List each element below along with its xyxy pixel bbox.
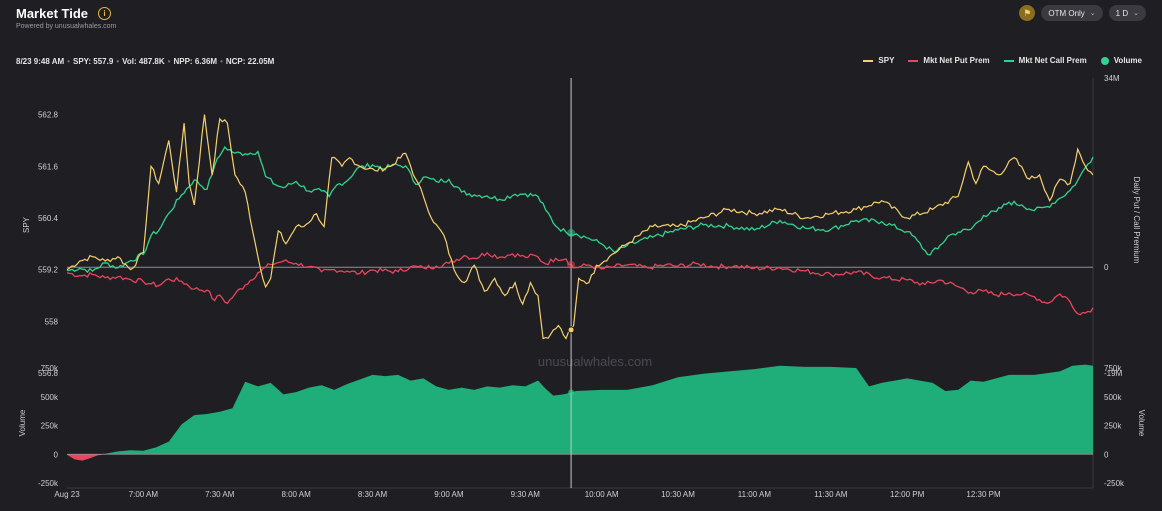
status-ncp: NCP: 22.05M xyxy=(225,57,275,66)
crosshair-volume-marker xyxy=(568,389,575,396)
spy-tick-5: 556.8 xyxy=(38,369,59,378)
x-tick-7: 10:00 AM xyxy=(585,490,619,499)
volume-tick-right-1: 500k xyxy=(1104,393,1122,402)
status-spy: SPY: 557.9 xyxy=(72,57,114,66)
volume-tick-right-2: 250k xyxy=(1104,422,1122,431)
watermark: unusualwhales.com xyxy=(538,354,652,369)
spy-tick-1: 561.6 xyxy=(38,162,59,171)
status-npp: NPP: 6.36M xyxy=(173,57,218,66)
spy-tick-4: 558 xyxy=(45,317,59,326)
x-tick-9: 11:00 AM xyxy=(738,490,772,499)
x-tick-4: 8:30 AM xyxy=(358,490,388,499)
call-prem-line xyxy=(66,145,1094,274)
status-line: 8/23 9:48 AM • SPY: 557.9 • Vol: 487.8K • NPP:… xyxy=(16,57,275,66)
chart-header: Market Tide i Powered by unusualwhales.c… xyxy=(16,6,116,30)
put-prem-line xyxy=(66,251,1094,316)
premium-tick-1: 0 xyxy=(1104,263,1109,272)
spy-axis-label: SPY xyxy=(22,216,31,233)
timeframe-dropdown[interactable]: 1 D ⌄ xyxy=(1108,5,1146,21)
crosshair-call-marker xyxy=(567,229,576,238)
premium-tick-2: -19M xyxy=(1104,369,1123,378)
bell-icon[interactable]: ⚑ xyxy=(1019,5,1036,21)
crosshair-spy-marker xyxy=(567,326,575,334)
x-tick-3: 8:00 AM xyxy=(281,490,311,499)
legend-item-volume[interactable]: Volume xyxy=(1100,56,1142,65)
volume-tick-left-1: 500k xyxy=(41,393,59,402)
info-icon[interactable]: i xyxy=(98,7,112,20)
chevron-down-icon: ⌄ xyxy=(1133,10,1139,17)
legend-item-spy[interactable]: SPY xyxy=(863,56,894,65)
crosshair-put-marker xyxy=(567,260,576,269)
spy-tick-3: 559.2 xyxy=(38,266,59,275)
x-tick-10: 11:30 AM xyxy=(814,490,848,499)
legend-item-put[interactable]: Mkt Net Put Prem xyxy=(908,56,990,65)
volume-area xyxy=(67,364,1093,455)
volume-axis-label-right: Volume xyxy=(1137,410,1146,437)
timeframe-dropdown-label: 1 D xyxy=(1115,8,1129,18)
x-tick-2: 7:30 AM xyxy=(205,490,235,499)
spy-tick-0: 562.8 xyxy=(38,111,59,120)
volume-axis-label-left: Volume xyxy=(18,409,27,436)
status-vol: Vol: 487.8K xyxy=(122,57,165,66)
x-tick-6: 9:30 AM xyxy=(511,490,541,499)
x-tick-1: 7:00 AM xyxy=(129,490,159,499)
volume-tick-left-4: -250k xyxy=(38,479,59,488)
x-tick-8: 10:30 AM xyxy=(661,490,695,499)
page-title: Market Tide xyxy=(16,6,89,21)
volume-tick-left-0: 750k xyxy=(41,364,59,373)
legend-swatch-volume xyxy=(1100,56,1109,65)
legend-label-call: Mkt Net Call Prem xyxy=(1018,56,1087,65)
volume-tick-left-3: 0 xyxy=(54,450,59,459)
x-tick-12: 12:30 PM xyxy=(966,490,1001,499)
legend-swatch-call xyxy=(1003,59,1014,62)
chart-legend: SPY Mkt Net Put Prem Mkt Net Call Prem V… xyxy=(863,56,1142,65)
chart-controls: ⚑ OTM Only ⌄ 1 D ⌄ xyxy=(1019,5,1146,21)
filter-dropdown-label: OTM Only xyxy=(1048,8,1085,18)
legend-swatch-put xyxy=(908,59,919,62)
legend-item-call[interactable]: Mkt Net Call Prem xyxy=(1003,56,1087,65)
volume-negative-area xyxy=(67,454,1093,461)
legend-swatch-spy xyxy=(863,59,874,62)
subtitle: Powered by unusualwhales.com xyxy=(16,23,117,30)
legend-label-spy: SPY xyxy=(878,56,895,65)
legend-label-volume: Volume xyxy=(1113,56,1142,65)
spy-line xyxy=(66,114,1094,340)
premium-tick-0: 34M xyxy=(1104,74,1120,83)
volume-tick-left-2: 250k xyxy=(41,422,59,431)
x-tick-11: 12:00 PM xyxy=(890,490,925,499)
premium-axis-label: Daily Put / Call Premium xyxy=(1132,177,1141,264)
x-tick-5: 9:00 AM xyxy=(434,490,464,499)
filter-dropdown[interactable]: OTM Only ⌄ xyxy=(1041,5,1103,21)
status-time: 8/23 9:48 AM xyxy=(16,57,65,66)
volume-tick-right-4: -250k xyxy=(1104,479,1125,488)
spy-tick-2: 560.4 xyxy=(38,214,59,223)
volume-tick-right-0: 750k xyxy=(1104,364,1122,373)
x-tick-0: Aug 23 xyxy=(54,490,80,499)
legend-label-put: Mkt Net Put Prem xyxy=(923,56,990,65)
volume-tick-right-3: 0 xyxy=(1104,450,1109,459)
chevron-down-icon: ⌄ xyxy=(1089,10,1096,17)
